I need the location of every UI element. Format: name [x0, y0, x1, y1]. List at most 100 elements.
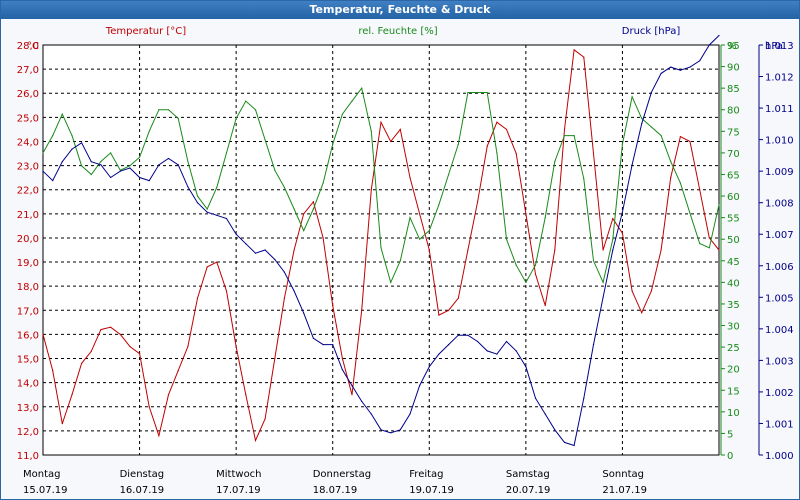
temperature-data-point — [670, 177, 672, 179]
temperature-data-point — [563, 128, 566, 130]
humidity-data-point — [225, 152, 228, 154]
temperature-tick-label: 16,0 — [17, 330, 39, 341]
temperature-data-point — [428, 249, 430, 251]
pressure-data-point — [332, 344, 334, 346]
humidity-data-point — [689, 212, 691, 214]
pressure-data-point — [718, 34, 720, 37]
pressure-data-point — [409, 413, 411, 415]
humidity-data-point — [52, 135, 54, 137]
temperature-data-point — [554, 249, 556, 251]
humidity-data-point — [670, 160, 672, 163]
pressure-data-point — [322, 344, 324, 346]
pressure-data-point — [129, 167, 131, 169]
humidity-data-point — [409, 217, 411, 219]
pressure-data-point — [293, 290, 295, 292]
temperature-data-point — [583, 56, 585, 58]
pressure-data-point — [158, 164, 160, 166]
temperature-data-point — [708, 237, 710, 239]
humidity-data-point — [573, 135, 575, 137]
pressure-data-point — [370, 413, 372, 415]
temperature-data-point — [602, 249, 604, 251]
humidity-data-point — [61, 113, 63, 115]
pressure-data-point — [61, 161, 63, 163]
humidity-tick-label: 5 — [727, 429, 733, 440]
pressure-data-point — [42, 170, 44, 172]
humidity-tick-label: 95 — [727, 41, 740, 52]
humidity-data-point — [216, 186, 218, 188]
humidity-tick-label: 60 — [727, 192, 740, 203]
temperature-data-point — [718, 249, 720, 251]
temperature-data-point — [573, 49, 575, 51]
temperature-data-point — [544, 304, 546, 307]
pressure-tick-label: 1.006 — [765, 262, 794, 273]
temperature-data-point — [592, 152, 595, 155]
temperature-data-point — [679, 136, 682, 138]
x-date-label: 15.07.19 — [23, 485, 68, 496]
pressure-data-point — [351, 385, 353, 387]
pressure-data-point — [467, 334, 469, 336]
humidity-tick-label: 90 — [727, 63, 740, 74]
temperature-data-point — [448, 309, 450, 311]
pressure-data-point — [196, 202, 199, 204]
humidity-data-point — [71, 135, 73, 137]
humidity-data-point — [283, 186, 285, 188]
pressure-data-point — [206, 211, 208, 213]
pressure-data-point — [225, 217, 228, 220]
temperature-tick-label: 14,0 — [17, 379, 39, 390]
humidity-data-point — [496, 152, 498, 154]
temperature-tick-label: 13,0 — [17, 403, 39, 414]
humidity-data-point — [303, 230, 305, 232]
temperature-data-point — [419, 213, 421, 215]
pressure-data-point — [177, 164, 179, 166]
humidity-data-point — [206, 208, 208, 210]
pressure-data-point — [708, 44, 710, 46]
pressure-data-point — [448, 344, 450, 346]
temperature-axis-title: Temperatur [°C] — [105, 26, 186, 37]
humidity-data-point — [148, 130, 150, 132]
humidity-data-point — [322, 182, 324, 184]
temperature-tick-label: 22,0 — [17, 186, 39, 197]
pressure-data-point — [505, 340, 508, 343]
humidity-data-point — [119, 169, 121, 171]
x-day-label: Sonntag — [602, 469, 644, 480]
humidity-data-point — [505, 238, 508, 240]
pressure-data-point — [167, 157, 170, 160]
x-day-label: Freitag — [409, 469, 443, 480]
pressure-data-point — [119, 170, 121, 172]
pressure-data-point — [641, 123, 643, 125]
x-date-label: 17.07.19 — [216, 485, 261, 496]
humidity-data-point — [419, 238, 421, 240]
pressure-data-point — [399, 429, 401, 431]
temperature-data-point — [206, 266, 208, 268]
humidity-data-point — [399, 260, 401, 262]
temperature-data-point — [148, 406, 150, 408]
temperature-data-point — [81, 362, 83, 364]
temperature-data-point — [274, 357, 276, 360]
humidity-data-point — [139, 156, 141, 158]
temperature-data-point — [303, 213, 305, 215]
temperature-tick-label: 25,0 — [17, 113, 39, 124]
x-date-label: 21.07.19 — [602, 485, 647, 496]
pressure-data-point — [457, 334, 459, 336]
humidity-tick-label: 25 — [727, 343, 740, 354]
humidity-data-point — [525, 281, 527, 283]
temperature-tick-label: 28,0 — [17, 41, 39, 52]
pressure-data-point — [496, 353, 498, 355]
temperature-data-point — [119, 333, 121, 335]
humidity-data-point — [312, 208, 314, 210]
temperature-data-point — [322, 237, 324, 239]
pressure-data-point — [670, 66, 672, 68]
humidity-data-point — [457, 143, 459, 145]
temperature-data-point — [486, 145, 488, 147]
temperature-tick-label: 17,0 — [17, 306, 39, 317]
pressure-data-point — [592, 344, 595, 346]
humidity-data-point — [718, 204, 720, 206]
pressure-data-point — [71, 148, 73, 150]
pressure-data-point — [254, 252, 257, 254]
pressure-data-point — [544, 413, 546, 415]
temperature-data-point — [90, 350, 92, 352]
pressure-data-point — [438, 353, 440, 355]
temperature-data-point — [699, 189, 701, 191]
pressure-data-point — [216, 214, 218, 216]
pressure-tick-label: 1.002 — [765, 388, 794, 399]
